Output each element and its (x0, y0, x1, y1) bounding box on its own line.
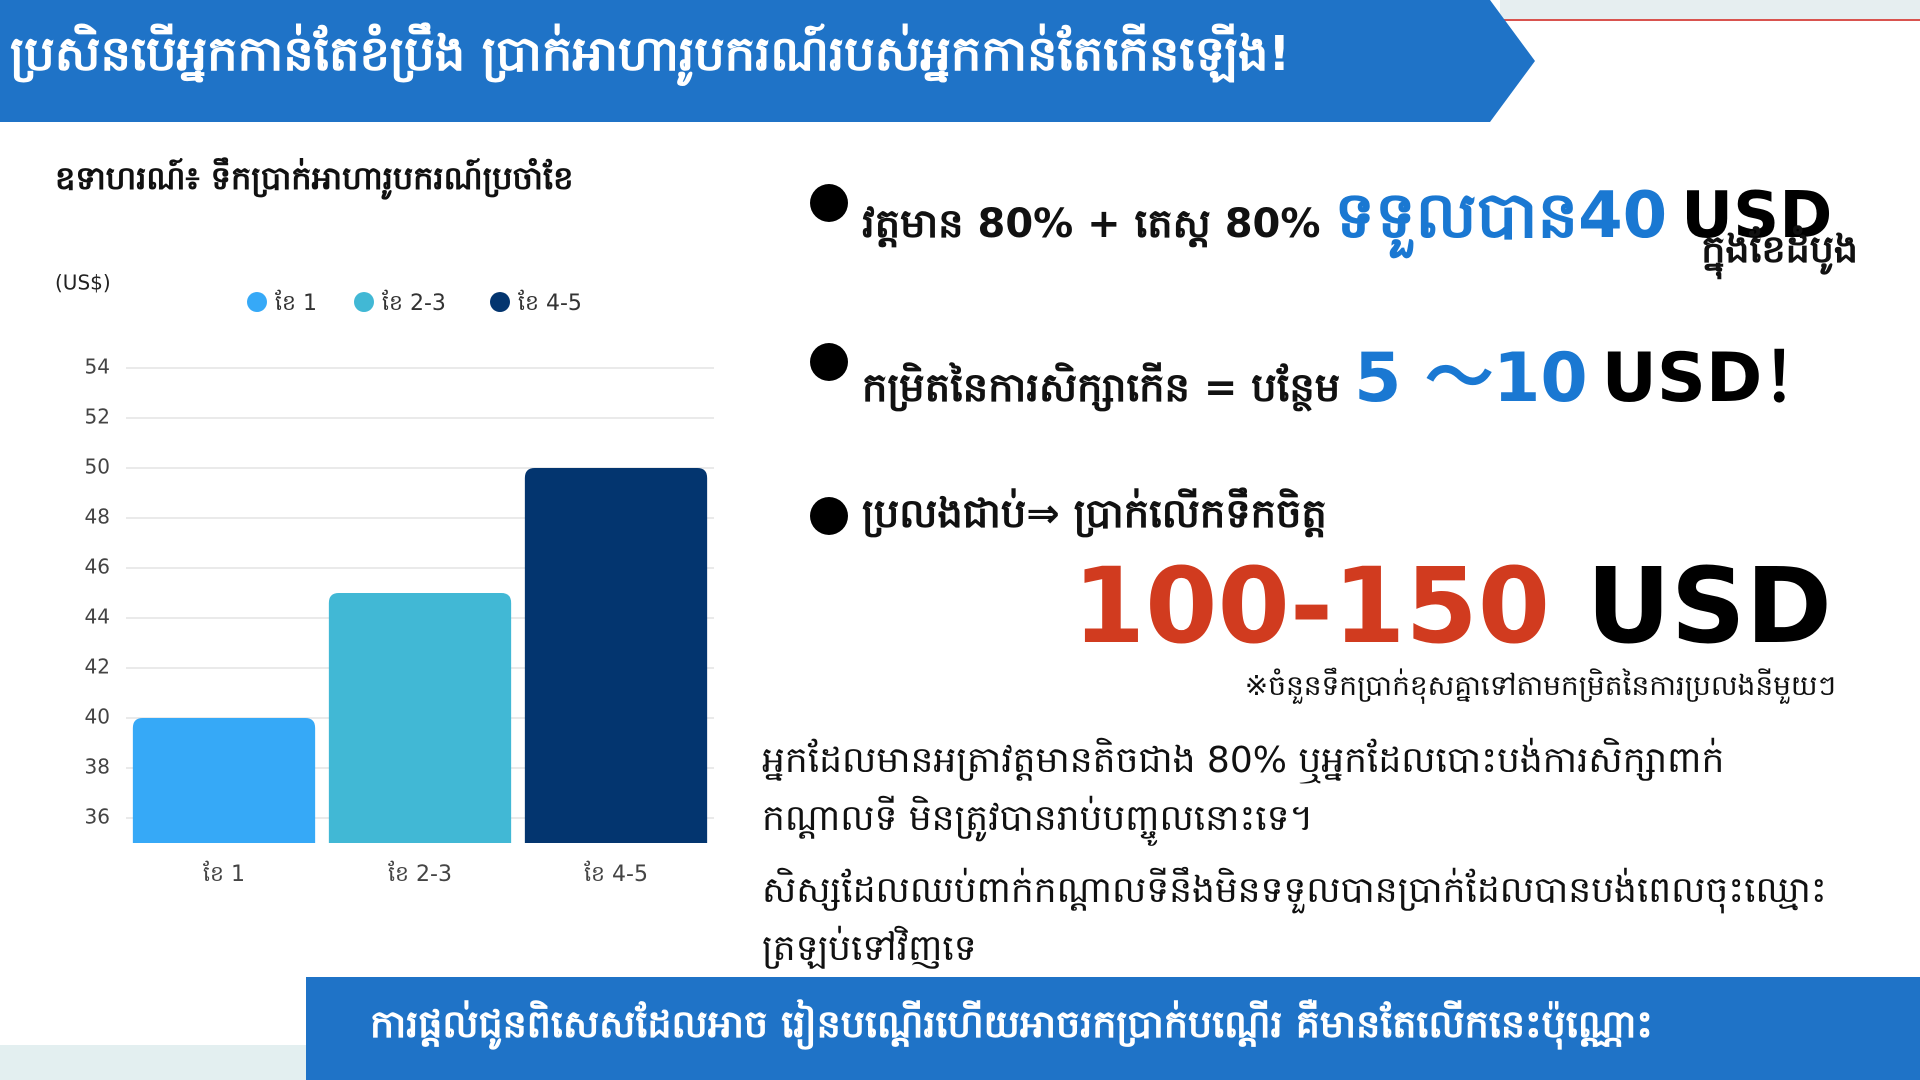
bar (524, 468, 708, 843)
legend-swatch (354, 292, 374, 312)
y-unit-label: (US$) (55, 271, 111, 295)
point-unit: USD (1681, 179, 1833, 253)
x-tick-label: ខែ 2-3 (388, 860, 452, 887)
point-highlight: 5 〜10 (1354, 339, 1588, 418)
bullet (810, 497, 848, 535)
x-tick-label: ខែ 1 (203, 860, 245, 887)
legend-swatch (247, 292, 267, 312)
y-tick-label: 36 (85, 805, 110, 829)
y-tick-label: 50 (85, 455, 110, 479)
paragraph: អ្នកដែលមានអត្រាវត្តមានតិចជាង 80% ឬអ្នកដែ… (762, 740, 1725, 839)
footer-text: ការផ្ដល់ជូនពិសេសដែលអាច រៀនបណ្ដើរហើយអាចរក… (370, 1002, 1653, 1046)
y-tick-label: 46 (85, 555, 110, 579)
point-sub: ក្នុងខែដំបូង (1701, 227, 1858, 271)
point-text: កម្រិតនៃការសិក្សាកើន = បន្ថែម (862, 365, 1341, 411)
point-3-amount: 100-150 USD (1073, 545, 1832, 667)
y-tick-label: 38 (85, 755, 110, 779)
point-unit: USD！ (1601, 339, 1831, 418)
point-unit: USD (1586, 545, 1832, 667)
point-1: វត្តមាន 80% + តេស្ត 80% ទទួលបាន40 USD (862, 175, 1832, 269)
y-tick-label: 42 (85, 655, 110, 679)
y-tick-label: 54 (85, 355, 110, 379)
point-highlight: 100-150 (1072, 545, 1551, 667)
legend-swatch (490, 292, 510, 312)
y-tick-label: 48 (85, 505, 110, 529)
chart: ឧទាហរណ៍៖ ទឹកប្រាក់អាហារូបករណ៍ប្រចាំខែ (U… (55, 157, 714, 887)
legend-label: ខែ 2-3 (382, 289, 446, 316)
y-tick-label: 40 (85, 705, 110, 729)
top-strip (1500, 0, 1920, 20)
chart-title: ឧទាហរណ៍៖ ទឹកប្រាក់អាហារូបករណ៍ប្រចាំខែ (55, 157, 573, 200)
bullet (810, 184, 848, 222)
point-3: ប្រលងជាប់⇒ ប្រាក់លើកទឹកចិត្ត (862, 491, 1327, 537)
bar (328, 593, 512, 843)
note: ※ចំនួនទឹកប្រាក់ខុសគ្នាទៅតាមកម្រិតនៃការប្… (1244, 669, 1836, 702)
point-text: វត្តមាន 80% + តេស្ត 80% (862, 201, 1321, 247)
legend-label: ខែ 1 (275, 289, 317, 316)
legend-label: ខែ 4-5 (518, 289, 582, 316)
point-2: កម្រិតនៃការសិក្សាកើន = បន្ថែម 5 〜10 USD！ (862, 322, 1830, 421)
header-title: ប្រសិនបើអ្នកកាន់តែខំប្រឹង ប្រាក់អាហារូបក… (10, 26, 1291, 82)
bar (132, 718, 316, 843)
y-tick-label: 44 (85, 605, 110, 629)
bullet (810, 343, 848, 381)
x-tick-label: ខែ 4-5 (584, 860, 648, 887)
footer-banner (306, 977, 1920, 1080)
header-banner (0, 0, 1535, 122)
point-highlight: ទទួលបាន40 (1334, 179, 1668, 253)
bottom-strip (0, 1045, 306, 1080)
y-tick-label: 52 (85, 405, 110, 429)
paragraph: សិស្សដែលឈប់ពាក់កណ្ដាលទីនឹងមិនទទួលបានប្រា… (762, 870, 1827, 969)
